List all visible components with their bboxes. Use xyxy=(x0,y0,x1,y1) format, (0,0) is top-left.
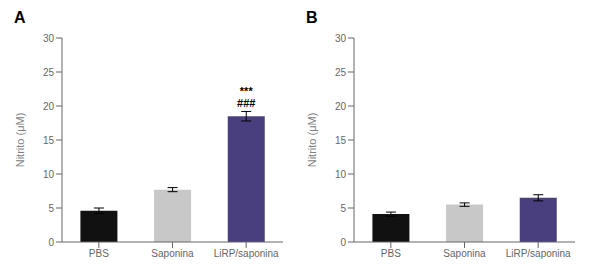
svg-text:###: ### xyxy=(237,97,255,109)
svg-text:25: 25 xyxy=(43,67,55,78)
svg-text:LiRP/saponina: LiRP/saponina xyxy=(214,248,279,259)
svg-text:PBS: PBS xyxy=(89,248,109,259)
svg-text:15: 15 xyxy=(43,135,55,146)
svg-text:Saponina: Saponina xyxy=(443,248,486,259)
svg-text:10: 10 xyxy=(335,169,347,180)
svg-text:20: 20 xyxy=(335,101,347,112)
svg-text:5: 5 xyxy=(48,203,54,214)
svg-text:30: 30 xyxy=(43,33,55,44)
svg-text:25: 25 xyxy=(335,67,347,78)
svg-text:0: 0 xyxy=(48,237,54,248)
html-text:B: B xyxy=(306,9,318,26)
svg-text:0: 0 xyxy=(340,237,346,248)
svg-text:PBS: PBS xyxy=(381,248,401,259)
svg-text:***: *** xyxy=(240,85,254,97)
svg-text:5: 5 xyxy=(340,203,346,214)
svg-text:Nitrito (μM): Nitrito (μM) xyxy=(306,113,318,168)
svg-text:20: 20 xyxy=(43,101,55,112)
svg-text:LiRP/saponina: LiRP/saponina xyxy=(506,248,571,259)
html-text:A: A xyxy=(14,9,26,26)
svg-text:Saponina: Saponina xyxy=(151,248,194,259)
svg-text:Nitrito (μM): Nitrito (μM) xyxy=(14,113,26,168)
svg-text:30: 30 xyxy=(335,33,347,44)
svg-text:15: 15 xyxy=(335,135,347,146)
svg-text:10: 10 xyxy=(43,169,55,180)
